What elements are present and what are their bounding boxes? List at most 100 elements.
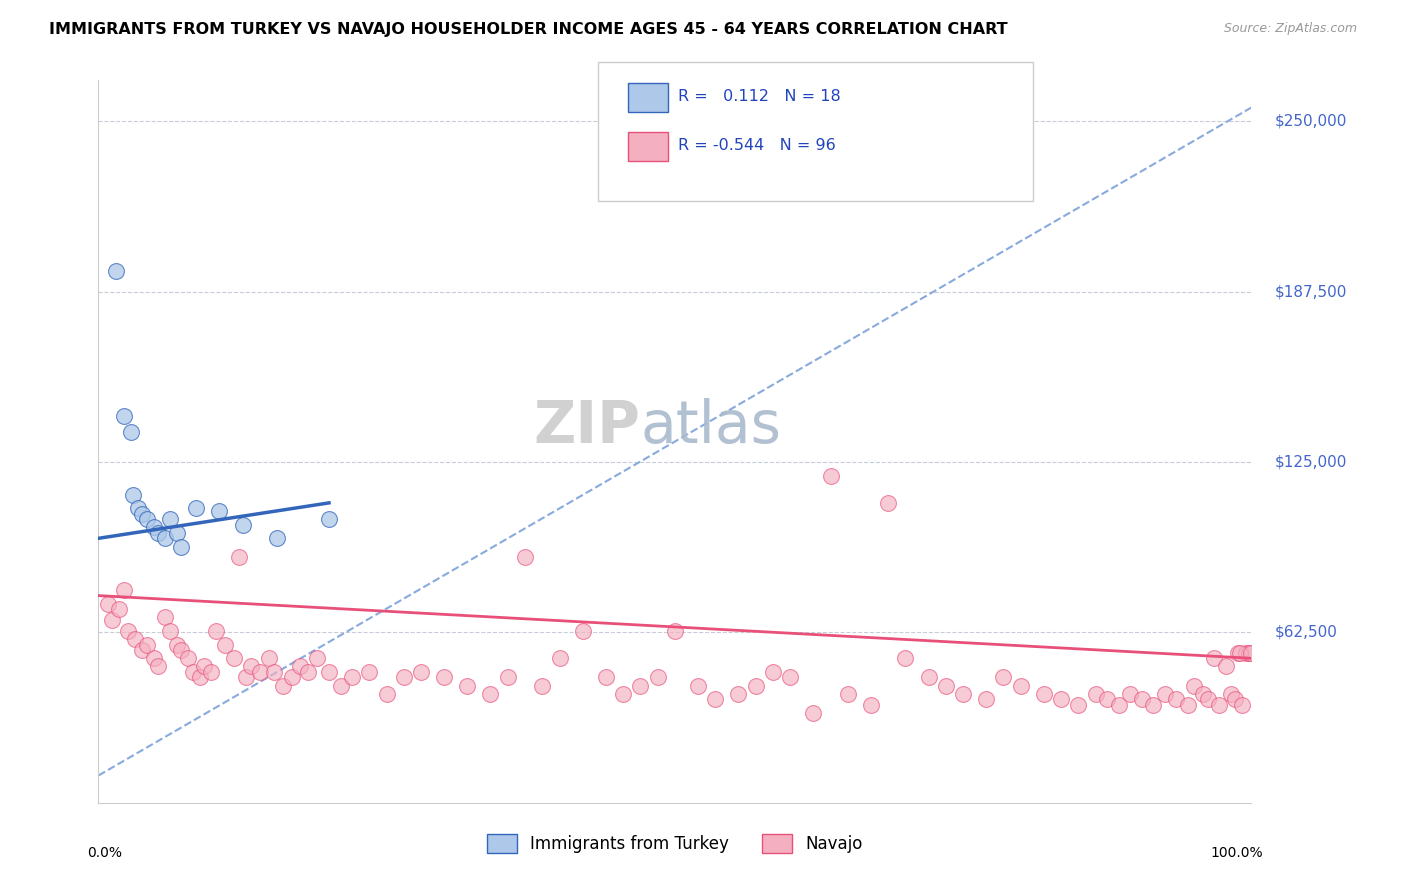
Point [1130, 692, 1153, 706]
Point [290, 659, 312, 673]
Point [135, 638, 157, 652]
Point [155, 532, 177, 546]
Point [142, 520, 165, 534]
Point [124, 632, 146, 647]
Point [271, 679, 294, 693]
Point [112, 409, 135, 423]
Point [727, 687, 749, 701]
Point [228, 550, 250, 565]
Point [188, 670, 211, 684]
Text: Source: ZipAtlas.com: Source: ZipAtlas.com [1223, 22, 1357, 36]
Point [801, 706, 824, 720]
Point [214, 638, 236, 652]
Point [820, 468, 842, 483]
Point [1084, 687, 1107, 701]
Point [779, 670, 801, 684]
Point [993, 670, 1015, 684]
Point [1067, 698, 1090, 712]
Text: R =   0.112   N = 18: R = 0.112 N = 18 [678, 89, 841, 103]
Point [131, 643, 153, 657]
Point [104, 264, 127, 278]
Text: ZIP: ZIP [533, 398, 640, 455]
Point [762, 665, 785, 679]
Point [1177, 698, 1199, 712]
Point [166, 638, 188, 652]
Point [935, 679, 957, 693]
Point [297, 665, 319, 679]
Point [112, 583, 135, 598]
Point [1215, 659, 1237, 673]
Point [1234, 646, 1257, 660]
Point [135, 512, 157, 526]
Point [1197, 692, 1219, 706]
Point [571, 624, 593, 638]
Point [664, 624, 686, 638]
Point [186, 501, 208, 516]
Point [917, 670, 939, 684]
Point [359, 665, 381, 679]
Text: $250,000: $250,000 [1274, 113, 1347, 128]
Point [224, 651, 246, 665]
Point [159, 624, 181, 638]
Point [120, 425, 142, 439]
Point [1204, 651, 1226, 665]
Point [1240, 646, 1263, 660]
Point [433, 670, 456, 684]
Text: IMMIGRANTS FROM TURKEY VS NAVAJO HOUSEHOLDER INCOME AGES 45 - 64 YEARS CORRELATI: IMMIGRANTS FROM TURKEY VS NAVAJO HOUSEHO… [49, 22, 1008, 37]
Point [686, 679, 709, 693]
Point [1166, 692, 1188, 706]
Point [531, 679, 554, 693]
Point [411, 665, 433, 679]
Point [392, 670, 415, 684]
Point [131, 507, 153, 521]
Point [1237, 646, 1260, 660]
Text: atlas: atlas [640, 398, 782, 455]
Point [318, 512, 340, 526]
Point [1142, 698, 1164, 712]
Point [159, 512, 181, 526]
Point [744, 679, 766, 693]
Point [108, 602, 131, 616]
Point [117, 624, 139, 638]
Point [127, 501, 149, 516]
Point [496, 670, 519, 684]
Text: 0.0%: 0.0% [87, 847, 122, 861]
Point [181, 665, 204, 679]
Point [200, 665, 222, 679]
Point [859, 698, 882, 712]
Point [1226, 646, 1249, 660]
Point [205, 624, 228, 638]
Point [595, 670, 617, 684]
Point [894, 651, 917, 665]
Point [329, 679, 352, 693]
Point [208, 504, 231, 518]
Point [177, 651, 200, 665]
Point [513, 550, 536, 565]
Point [193, 659, 215, 673]
Point [101, 613, 124, 627]
Point [1229, 646, 1251, 660]
Text: $125,000: $125,000 [1274, 455, 1347, 469]
Point [266, 532, 288, 546]
Text: $62,500: $62,500 [1274, 625, 1337, 640]
Point [166, 525, 188, 540]
Point [1050, 692, 1073, 706]
Point [122, 488, 145, 502]
Point [231, 517, 254, 532]
Text: R = -0.544   N = 96: R = -0.544 N = 96 [678, 138, 835, 153]
Point [148, 525, 170, 540]
Point [239, 659, 262, 673]
Text: 100.0%: 100.0% [1211, 847, 1263, 861]
Point [612, 687, 634, 701]
Point [1032, 687, 1054, 701]
Point [1230, 698, 1253, 712]
Point [97, 597, 120, 611]
Point [340, 670, 363, 684]
Point [263, 665, 285, 679]
Point [307, 651, 329, 665]
Point [375, 687, 398, 701]
Point [647, 670, 669, 684]
Point [837, 687, 859, 701]
Point [170, 540, 193, 554]
Point [318, 665, 340, 679]
